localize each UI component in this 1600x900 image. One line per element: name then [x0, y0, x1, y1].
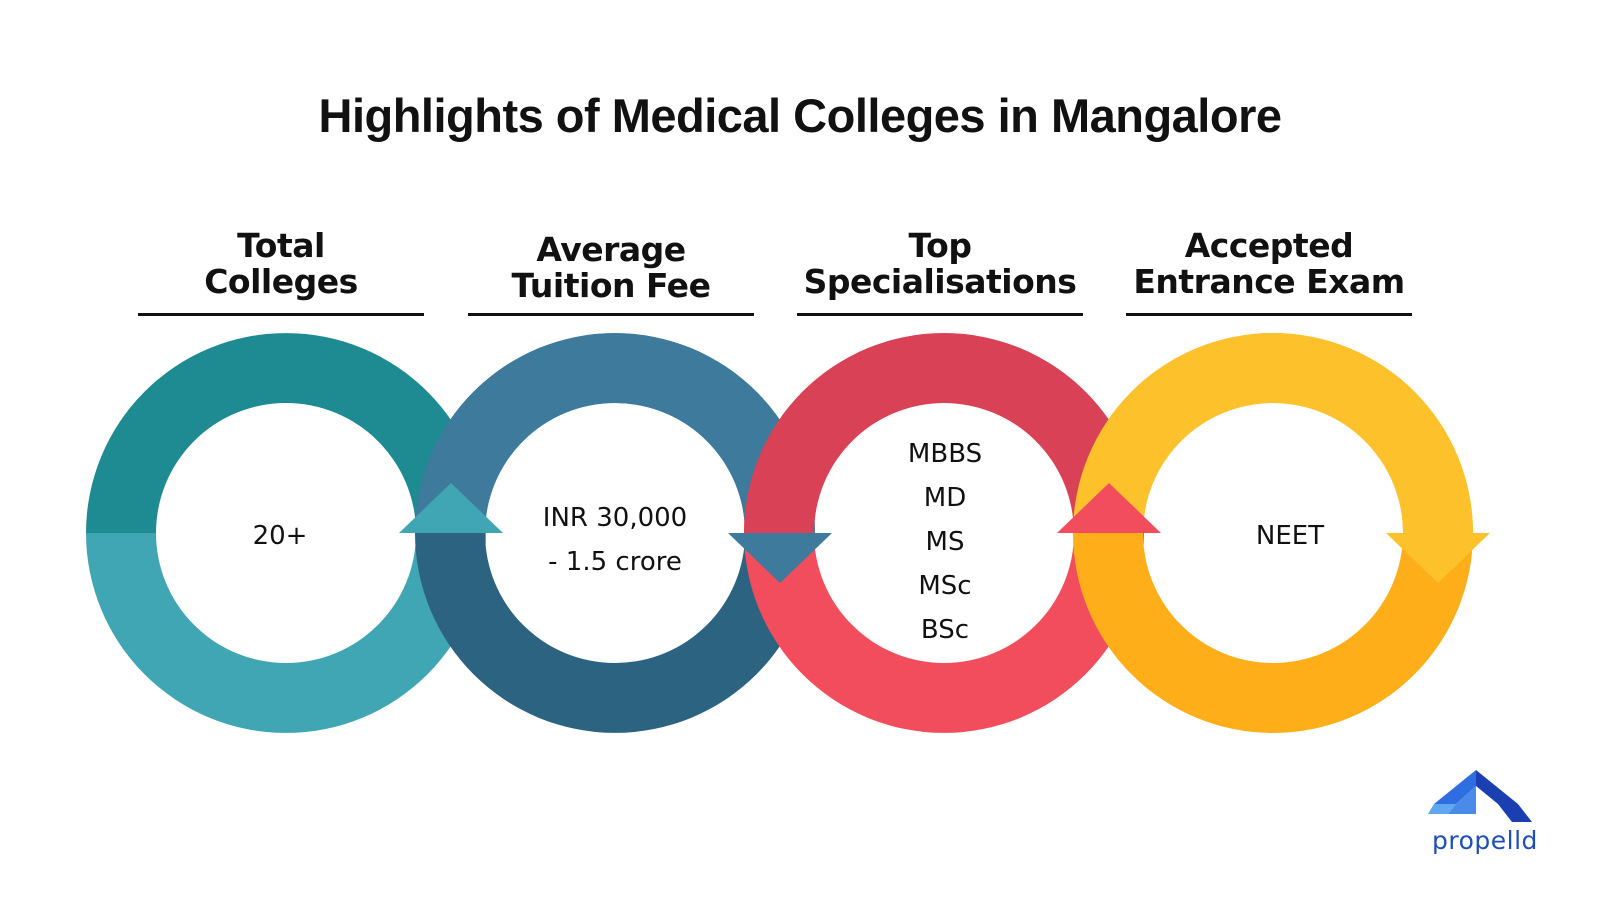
arrow-head-up	[399, 483, 503, 533]
heading-underline	[1126, 313, 1412, 316]
ring-bottom-arc	[86, 533, 486, 733]
value-accepted-entrance-exam: NEET	[1255, 521, 1325, 551]
heading-underline	[138, 313, 424, 316]
propelld-logo-text: propelld	[1432, 826, 1538, 855]
list-item: MBBS	[907, 439, 983, 469]
heading-total-colleges: Total Colleges	[204, 226, 358, 301]
ring-total-colleges	[86, 333, 486, 733]
value-total-colleges: 20+	[252, 521, 308, 551]
heading-top-specialisations: Top Specialisations	[803, 226, 1077, 301]
ring-top-arc-overlap	[415, 333, 815, 533]
ring-top-arc-overlap	[744, 333, 1144, 533]
page-title: Highlights of Medical Colleges in Mangal…	[318, 89, 1283, 142]
value-top-specialisations: MBBS MD MS MSc BSc	[880, 432, 1010, 652]
list-item: BSc	[920, 615, 970, 645]
value-average-tuition-fee: INR 30,000 - 1.5 crore	[542, 503, 688, 577]
ring-top-arc-overlap	[1073, 333, 1473, 533]
heading-underline	[468, 313, 754, 316]
list-item: MS	[925, 527, 965, 557]
arrow-head-up	[1057, 483, 1161, 533]
heading-average-tuition-fee: Average Tuition Fee	[511, 230, 711, 305]
ring-bottom-arc	[744, 533, 1144, 733]
list-item: MSc	[918, 571, 972, 601]
ring-bottom-arc	[415, 533, 815, 733]
heading-underline	[797, 313, 1083, 316]
arrow-head-down	[728, 533, 832, 583]
list-item: MD	[923, 483, 967, 513]
ring-top-arc	[86, 333, 486, 533]
ring-bottom-arc	[1073, 533, 1473, 733]
heading-accepted-entrance-exam: Accepted Entrance Exam	[1133, 226, 1405, 301]
arrow-head-down	[1386, 533, 1490, 583]
propelld-logo-icon	[1428, 770, 1532, 822]
